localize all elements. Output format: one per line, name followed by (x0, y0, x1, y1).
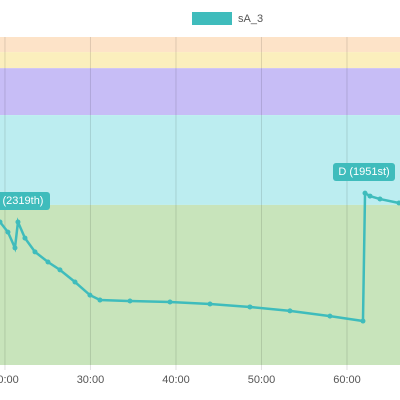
annotation-label: D (1951st) (338, 166, 389, 178)
point (247, 304, 253, 310)
x-tick-label: 30:00 (77, 374, 105, 386)
point (5, 229, 11, 235)
point (287, 308, 293, 314)
point (367, 193, 373, 199)
annotation: D (1951st) (333, 163, 395, 181)
band (0, 52, 400, 69)
x-tick-label: 40:00 (162, 374, 190, 386)
legend-swatch (192, 12, 232, 25)
point (0, 219, 3, 225)
x-tick-label: 50:00 (248, 374, 276, 386)
x-tick-label: 60:00 (333, 374, 361, 386)
band (0, 204, 400, 365)
line (0, 190, 400, 323)
annotation-box (0, 192, 50, 210)
band (0, 68, 400, 116)
point (45, 259, 51, 265)
annotation: (2319th) (0, 192, 50, 210)
band (0, 115, 400, 205)
point (57, 267, 63, 273)
point (207, 301, 213, 307)
point (396, 200, 400, 206)
point (167, 299, 173, 305)
point (15, 219, 21, 225)
point (72, 279, 78, 285)
legend-label: sA_3 (238, 13, 263, 25)
point (362, 190, 368, 196)
band (0, 37, 400, 53)
point (12, 245, 18, 251)
point (87, 292, 93, 298)
annotation-box (333, 163, 395, 181)
annotation-label: (2319th) (3, 195, 44, 207)
point (22, 235, 28, 241)
point (327, 313, 333, 319)
x-tick-label: 20:00 (0, 374, 19, 386)
point (360, 318, 366, 324)
point (127, 298, 133, 304)
point (32, 249, 38, 255)
point (377, 196, 383, 202)
point (97, 297, 103, 303)
